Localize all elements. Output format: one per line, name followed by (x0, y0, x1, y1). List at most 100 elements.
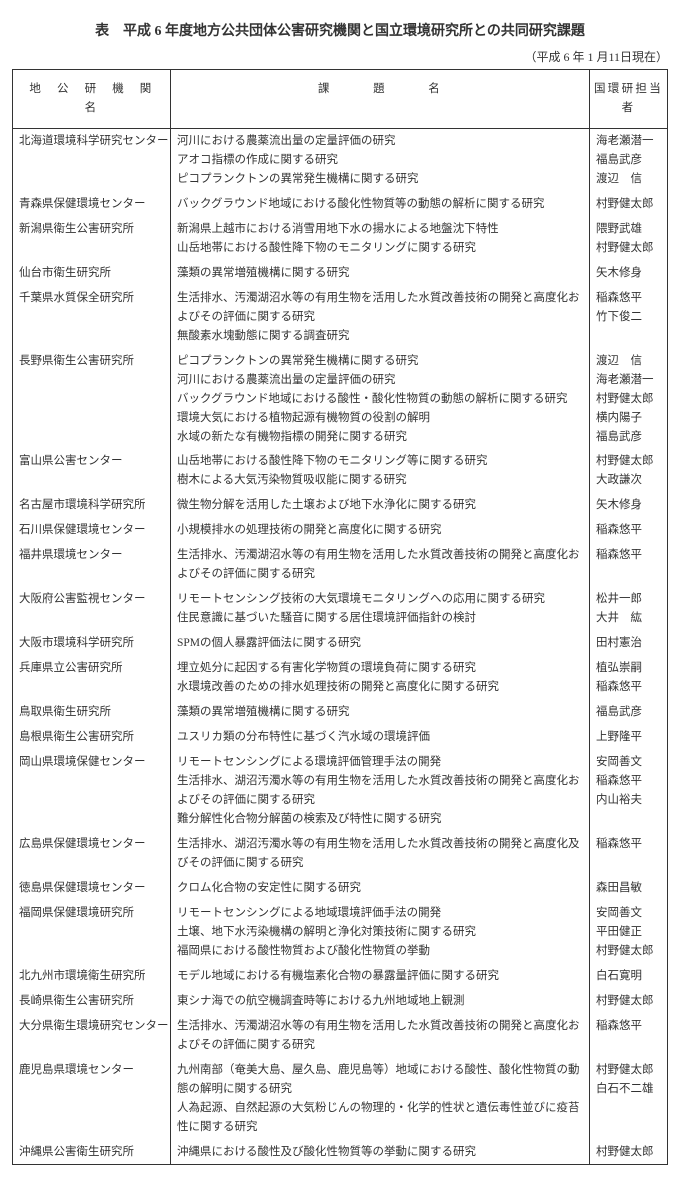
org-cell: 兵庫県立公害研究所 (13, 656, 171, 700)
org-cell: 青森県保健環境センター (13, 192, 171, 217)
person-line: 平田健正 (596, 923, 661, 942)
table-row: 広島県保健環境センター生活排水、湖沼汚濁水等の有用生物を活用した水質改善技術の開… (13, 832, 668, 876)
table-row: 大阪市環境科学研究所SPMの個人暴露評価法に関する研究田村憲治 (13, 631, 668, 656)
topic-line: 難分解性化合物分解菌の検索及び特性に関する研究 (177, 810, 583, 829)
table-row: 福岡県保健環境研究所リモートセンシングによる地域環境評価手法の開発土壌、地下水汚… (13, 901, 668, 964)
topic-line: リモートセンシングによる環境評価管理手法の開発 (177, 753, 583, 772)
org-cell: 千葉県水質保全研究所 (13, 286, 171, 349)
table-row: 岡山県環境保健センターリモートセンシングによる環境評価管理手法の開発生活排水、湖… (13, 750, 668, 832)
table-row: 北海道環境科学研究センター河川における農薬流出量の定量評価の研究アオコ指標の作成… (13, 128, 668, 191)
topic-cell: 生活排水、汚濁湖沼水等の有用生物を活用した水質改善技術の開発と高度化およびその評… (171, 1014, 590, 1058)
table-row: 北九州市環境衛生研究所モデル地域における有機塩素化合物の暴露量評価に関する研究白… (13, 964, 668, 989)
person-cell: 安岡善文平田健正村野健太郎 (590, 901, 668, 964)
person-cell: 安岡善文稲森悠平内山裕夫 (590, 750, 668, 832)
topic-line: 水域の新たな有機物指標の開発に関する研究 (177, 428, 583, 447)
page-title: 表 平成 6 年度地方公共団体公害研究機関と国立環境研究所との共同研究課題 (12, 20, 668, 40)
person-cell: 村野健太郎白石不二雄 (590, 1058, 668, 1140)
topic-line: 河川における農薬流出量の定量評価の研究 (177, 371, 583, 390)
topic-line: アオコ指標の作成に関する研究 (177, 151, 583, 170)
person-line: 福島武彦 (596, 703, 661, 722)
topic-line: 生活排水、汚濁湖沼水等の有用生物を活用した水質改善技術の開発と高度化およびその評… (177, 546, 583, 584)
topic-line: ピコプランクトンの異常発生機構に関する研究 (177, 170, 583, 189)
person-cell: 海老瀬潜一福島武彦渡辺 信 (590, 128, 668, 191)
topic-line: バックグラウンド地域における酸化性物質等の動態の解析に関する研究 (177, 195, 583, 214)
person-line: 安岡善文 (596, 904, 661, 923)
person-cell: 白石寛明 (590, 964, 668, 989)
topic-line: 微生物分解を活用した土壌および地下水浄化に関する研究 (177, 496, 583, 515)
topic-cell: 生活排水、汚濁湖沼水等の有用生物を活用した水質改善技術の開発と高度化およびその評… (171, 543, 590, 587)
topic-line: 住民意識に基づいた騒音に関する居住環境評価指針の検討 (177, 609, 583, 628)
topic-line: 樹木による大気汚染物質吸収能に関する研究 (177, 471, 583, 490)
person-line: 田村憲治 (596, 634, 661, 653)
topic-line: 土壌、地下水汚染機構の解明と浄化対策技術に関する研究 (177, 923, 583, 942)
person-cell: 植弘崇嗣稲森悠平 (590, 656, 668, 700)
topic-line: リモートセンシングによる地域環境評価手法の開発 (177, 904, 583, 923)
topic-cell: 藻類の異常増殖機構に関する研究 (171, 700, 590, 725)
org-cell: 島根県衛生公害研究所 (13, 725, 171, 750)
person-line: 白石寛明 (596, 967, 661, 986)
org-cell: 徳島県保健環境センター (13, 876, 171, 901)
topic-cell: 小規模排水の処理技術の開発と高度化に関する研究 (171, 518, 590, 543)
org-cell: 大阪市環境科学研究所 (13, 631, 171, 656)
table-row: 島根県衛生公害研究所ユスリカ類の分布特性に基づく汽水域の環境評価上野隆平 (13, 725, 668, 750)
topic-line: 環境大気における植物起源有機物質の役割の解明 (177, 409, 583, 428)
org-cell: 沖縄県公害衛生研究所 (13, 1140, 171, 1165)
person-line: 村野健太郎 (596, 1143, 661, 1162)
topic-line: 生活排水、汚濁湖沼水等の有用生物を活用した水質改善技術の開発と高度化およびその評… (177, 1017, 583, 1055)
org-cell: 広島県保健環境センター (13, 832, 171, 876)
research-table: 地 公 研 機 関 名 課 題 名 国環研担当者 北海道環境科学研究センター河川… (12, 69, 668, 1165)
table-row: 鹿児島県環境センター九州南部（奄美大島、屋久島、鹿児島等）地域における酸性、酸化… (13, 1058, 668, 1140)
topic-line: 生活排水、汚濁湖沼水等の有用生物を活用した水質改善技術の開発と高度化およびその評… (177, 289, 583, 327)
person-cell: 矢木修身 (590, 493, 668, 518)
topic-cell: ユスリカ類の分布特性に基づく汽水域の環境評価 (171, 725, 590, 750)
topic-cell: 九州南部（奄美大島、屋久島、鹿児島等）地域における酸性、酸化性物質の動態の解明に… (171, 1058, 590, 1140)
topic-cell: 山岳地帯における酸性降下物のモニタリング等に関する研究樹木による大気汚染物質吸収… (171, 449, 590, 493)
topic-cell: 新潟県上越市における消雪用地下水の揚水による地盤沈下特性山岳地帯における酸性降下… (171, 217, 590, 261)
person-line: 白石不二雄 (596, 1080, 661, 1099)
table-row: 大分県衛生環境研究センター生活排水、汚濁湖沼水等の有用生物を活用した水質改善技術… (13, 1014, 668, 1058)
topic-cell: 河川における農薬流出量の定量評価の研究アオコ指標の作成に関する研究ピコプランクト… (171, 128, 590, 191)
person-cell: 村野健太郎 (590, 1140, 668, 1165)
person-line: 村野健太郎 (596, 239, 661, 258)
person-cell: 稲森悠平 (590, 543, 668, 587)
org-cell: 石川県保健環境センター (13, 518, 171, 543)
person-cell: 村野健太郎 (590, 192, 668, 217)
person-line: 福島武彦 (596, 428, 661, 447)
topic-line: 新潟県上越市における消雪用地下水の揚水による地盤沈下特性 (177, 220, 583, 239)
org-cell: 名古屋市環境科学研究所 (13, 493, 171, 518)
topic-cell: 生活排水、汚濁湖沼水等の有用生物を活用した水質改善技術の開発と高度化およびその評… (171, 286, 590, 349)
org-cell: 北九州市環境衛生研究所 (13, 964, 171, 989)
person-line: 海老瀬潜一 (596, 132, 661, 151)
person-line: 上野隆平 (596, 728, 661, 747)
org-cell: 北海道環境科学研究センター (13, 128, 171, 191)
topic-cell: ピコプランクトンの異常発生機構に関する研究河川における農薬流出量の定量評価の研究… (171, 349, 590, 450)
table-row: 沖縄県公害衛生研究所沖縄県における酸性及び酸化性物質等の挙動に関する研究村野健太… (13, 1140, 668, 1165)
topic-line: 小規模排水の処理技術の開発と高度化に関する研究 (177, 521, 583, 540)
person-cell: 森田昌敏 (590, 876, 668, 901)
person-line: 稲森悠平 (596, 546, 661, 565)
person-line: 森田昌敏 (596, 879, 661, 898)
topic-cell: 東シナ海での航空機調査時等における九州地域地上観測 (171, 989, 590, 1014)
org-cell: 福井県環境センター (13, 543, 171, 587)
table-row: 大阪府公害監視センターリモートセンシング技術の大気環境モニタリングへの応用に関す… (13, 587, 668, 631)
org-cell: 鳥取県衛生研究所 (13, 700, 171, 725)
topic-cell: 埋立処分に起因する有害化学物質の環境負荷に関する研究水環境改善のための排水処理技… (171, 656, 590, 700)
topic-line: 藻類の異常増殖機構に関する研究 (177, 703, 583, 722)
person-cell: 稲森悠平 (590, 832, 668, 876)
person-line: 横内陽子 (596, 409, 661, 428)
table-row: 石川県保健環境センター小規模排水の処理技術の開発と高度化に関する研究稲森悠平 (13, 518, 668, 543)
topic-line: 山岳地帯における酸性降下物のモニタリング等に関する研究 (177, 452, 583, 471)
org-cell: 富山県公害センター (13, 449, 171, 493)
topic-line: 河川における農薬流出量の定量評価の研究 (177, 132, 583, 151)
topic-line: 生活排水、湖沼汚濁水等の有用生物を活用した水質改善技術の開発と高度化及びその評価… (177, 835, 583, 873)
person-line: 稲森悠平 (596, 835, 661, 854)
topic-cell: 生活排水、湖沼汚濁水等の有用生物を活用した水質改善技術の開発と高度化及びその評価… (171, 832, 590, 876)
person-line: 隈野武雄 (596, 220, 661, 239)
table-row: 青森県保健環境センターバックグラウンド地域における酸化性物質等の動態の解析に関す… (13, 192, 668, 217)
org-cell: 大阪府公害監視センター (13, 587, 171, 631)
person-cell: 福島武彦 (590, 700, 668, 725)
person-line: 村野健太郎 (596, 942, 661, 961)
topic-line: 無酸素水塊動態に関する調査研究 (177, 327, 583, 346)
person-cell: 村野健太郎 (590, 989, 668, 1014)
person-line: 大政謙次 (596, 471, 661, 490)
